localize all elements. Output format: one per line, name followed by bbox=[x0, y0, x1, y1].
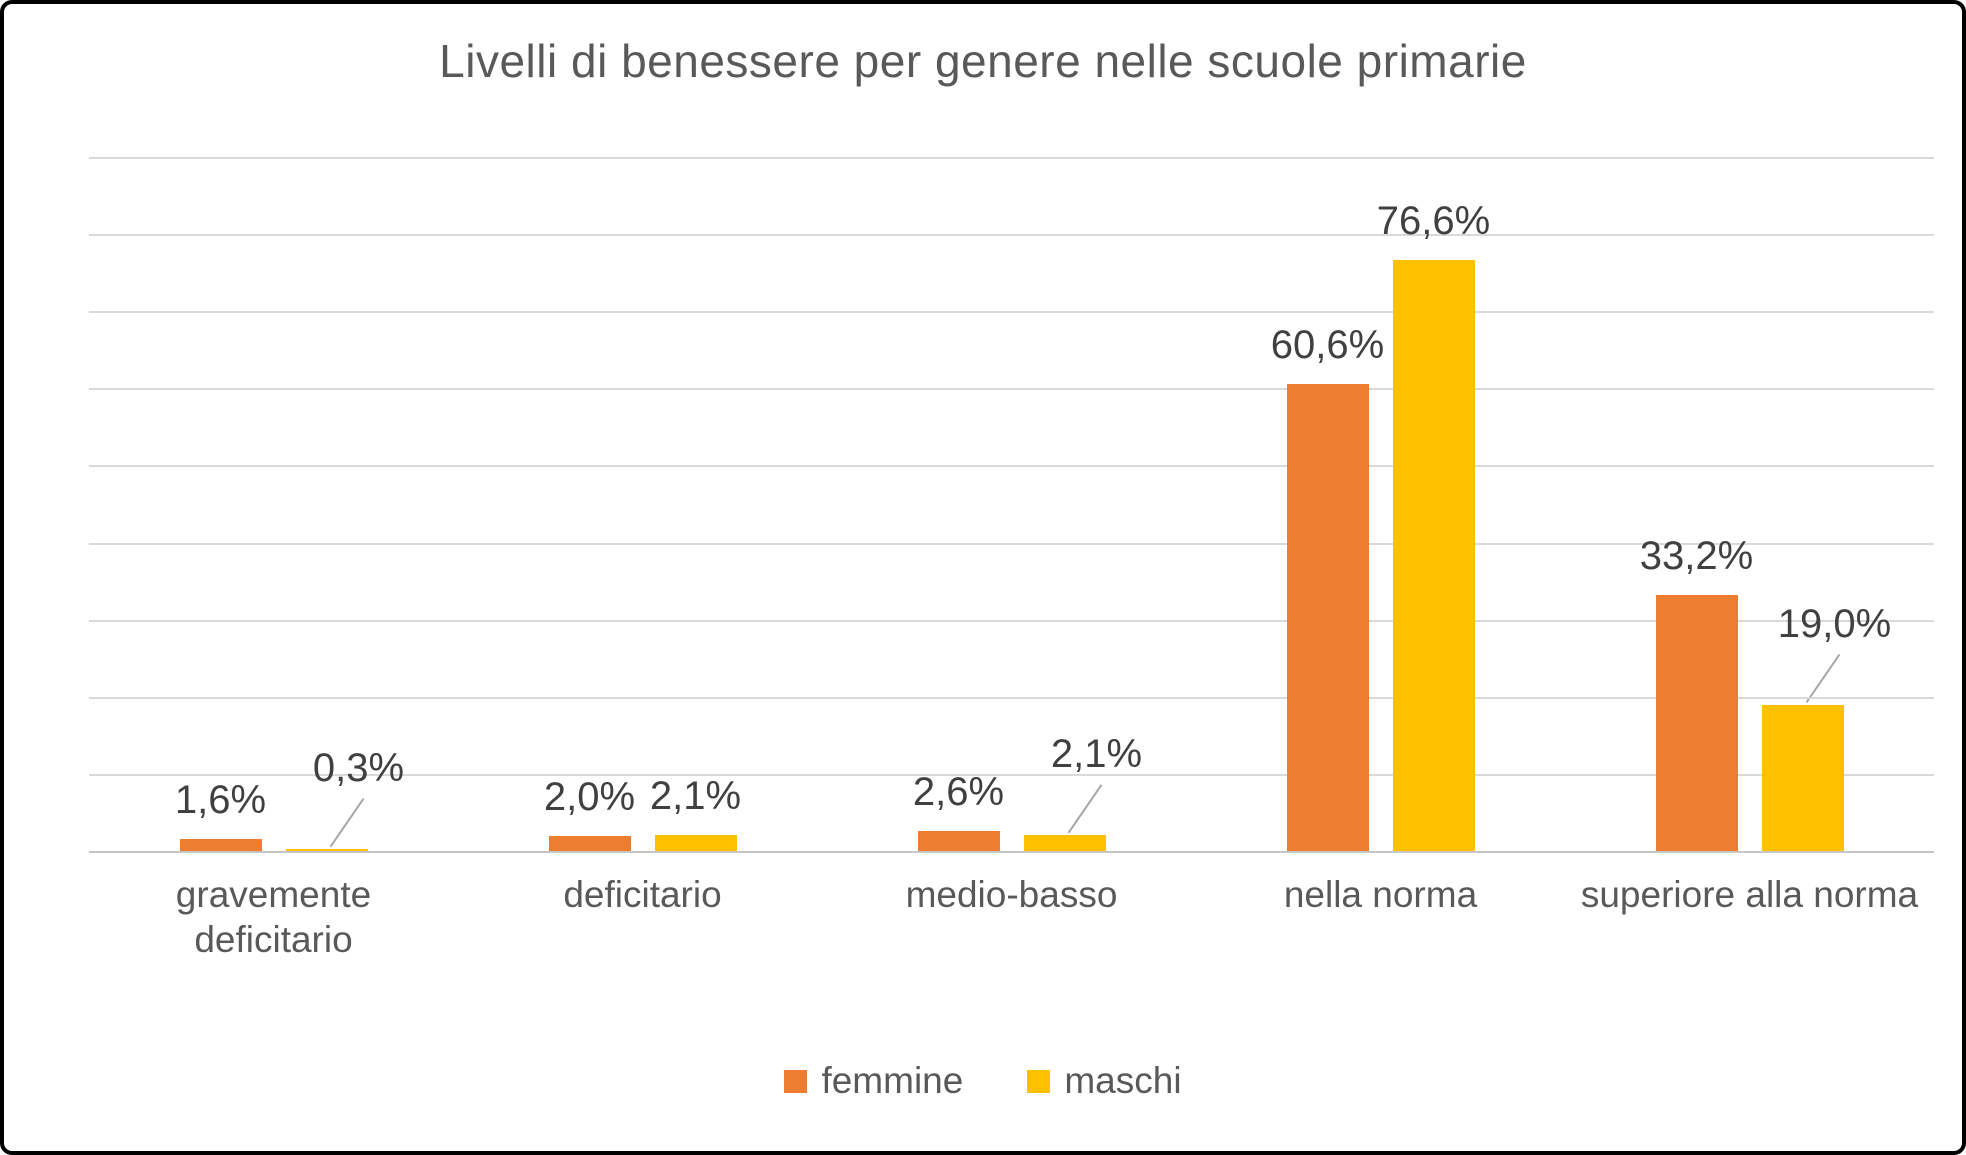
gridline-10 bbox=[89, 773, 1934, 776]
data-label-femmine-3: 60,6% bbox=[1270, 322, 1385, 367]
legend-item-maschi: maschi bbox=[1027, 1060, 1182, 1102]
gridline-60 bbox=[89, 388, 1934, 391]
bar-femmine-0 bbox=[179, 838, 262, 851]
bar-maschi-4 bbox=[1761, 704, 1844, 851]
category-label-0: gravemente deficitario bbox=[175, 874, 372, 961]
legend-swatch-maschi bbox=[1027, 1069, 1051, 1093]
data-label-maschi-0: 0,3% bbox=[312, 745, 405, 790]
bar-femmine-2 bbox=[917, 830, 1000, 851]
data-label-femmine-4: 33,2% bbox=[1639, 534, 1754, 578]
x-axis-line bbox=[89, 851, 1934, 853]
plot-area: 1,6% 2,0% 2,6% 60,6% 33,2% 0,3% 2,1% 2,1% 76,6% 1… bbox=[89, 157, 1934, 853]
bar-femmine-4 bbox=[1655, 595, 1738, 851]
category-label-3: nella norma bbox=[1283, 874, 1478, 915]
data-label-maschi-1: 2,1% bbox=[649, 773, 742, 818]
bar-maschi-2 bbox=[1023, 834, 1106, 851]
chart-title: Livelli di benessere per genere nelle sc… bbox=[439, 35, 1527, 87]
bar-maschi-0 bbox=[285, 848, 368, 851]
category-label-4: superiore alla norma bbox=[1580, 874, 1919, 915]
gridline-40 bbox=[89, 542, 1934, 545]
data-label-maschi-4: 19,0% bbox=[1777, 601, 1892, 646]
bar-maschi-1 bbox=[654, 834, 737, 851]
legend-swatch-femmine bbox=[784, 1069, 808, 1093]
legend-label-femmine: femmine bbox=[821, 1060, 964, 1101]
legend: femmine maschi bbox=[4, 1060, 1962, 1102]
gridline-90 bbox=[89, 157, 1934, 159]
data-label-femmine-1: 2,0% bbox=[543, 774, 636, 819]
data-label-femmine-0: 1,6% bbox=[174, 777, 267, 822]
data-label-maschi-3: 76,6% bbox=[1376, 199, 1491, 244]
gridline-50 bbox=[89, 465, 1934, 468]
data-label-maschi-2: 2,1% bbox=[1050, 731, 1143, 776]
data-label-femmine-2: 2,6% bbox=[912, 769, 1005, 814]
category-label-1: deficitario bbox=[563, 874, 722, 915]
bar-maschi-3 bbox=[1392, 260, 1475, 851]
legend-label-maschi: maschi bbox=[1064, 1060, 1182, 1101]
bar-femmine-3 bbox=[1286, 383, 1369, 851]
gridline-20 bbox=[89, 696, 1934, 699]
bar-femmine-1 bbox=[548, 835, 631, 851]
legend-item-femmine: femmine bbox=[784, 1060, 963, 1102]
gridline-80 bbox=[89, 234, 1934, 237]
gridline-30 bbox=[89, 619, 1934, 622]
gridline-70 bbox=[89, 311, 1934, 314]
x-axis: gravemente deficitario deficitario medio-b… bbox=[89, 872, 1934, 962]
category-label-2: medio-basso bbox=[905, 874, 1118, 915]
